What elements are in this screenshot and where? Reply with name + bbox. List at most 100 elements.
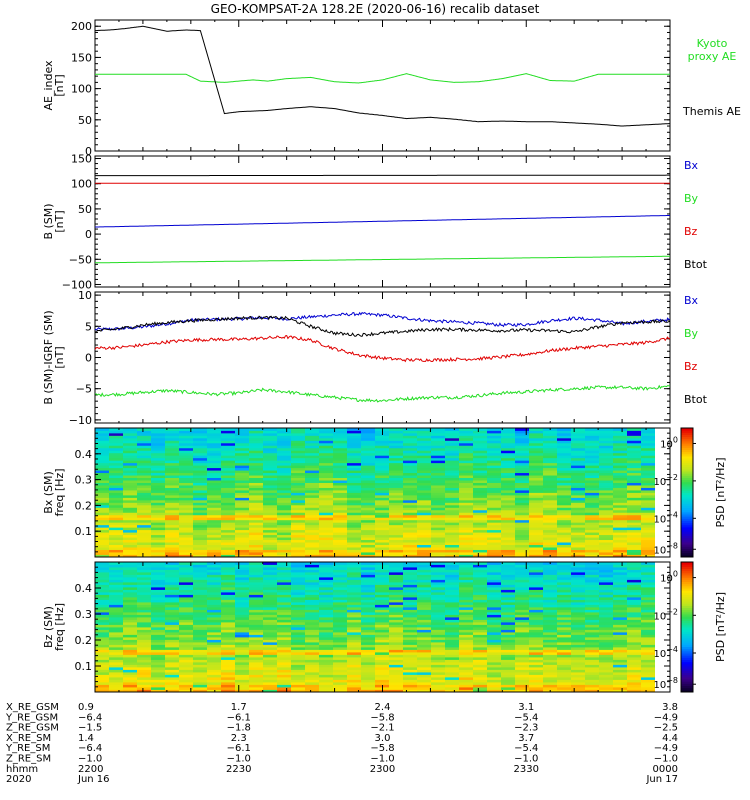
spectrogram-cell xyxy=(515,607,530,610)
spectrogram-cell xyxy=(571,465,586,469)
spectrogram-cell xyxy=(137,490,152,493)
spectrogram-cell xyxy=(221,470,236,474)
spectrogram-cell xyxy=(109,522,124,526)
spectrogram-cell xyxy=(123,689,138,693)
spectrogram-cell xyxy=(459,632,474,635)
spectrogram-cell xyxy=(137,612,152,615)
spectrogram-cell xyxy=(109,467,124,471)
spectrogram-cell xyxy=(515,669,530,673)
spectrogram-cell xyxy=(319,612,334,615)
spectrogram-cell xyxy=(95,624,110,628)
spectrogram-cell xyxy=(207,592,222,595)
spectrogram-cell xyxy=(487,534,502,538)
spectrogram-cell xyxy=(193,487,208,491)
spectrogram-cell xyxy=(221,584,236,588)
spectrogram-cell xyxy=(599,437,614,441)
spectrogram-cell xyxy=(557,584,572,588)
ephemeris-value: −5.8 xyxy=(370,743,394,754)
spectrogram-cell xyxy=(207,619,222,623)
spectrogram-cell xyxy=(137,524,152,528)
spectrogram-cell xyxy=(249,445,264,449)
spectrogram-cell xyxy=(347,457,362,461)
spectrogram-cell xyxy=(277,494,292,498)
y-tick-label: −50 xyxy=(69,253,92,266)
spectrogram-cell xyxy=(123,644,138,648)
ephemeris-value: −1.0 xyxy=(514,754,538,765)
spectrogram-cell xyxy=(193,659,208,663)
spectrogram-cell xyxy=(221,612,236,615)
spectrogram-cell xyxy=(347,447,362,451)
spectrogram-cell xyxy=(193,669,208,673)
spectrogram-cell xyxy=(403,612,418,615)
spectrogram-cell xyxy=(151,514,166,518)
spectrogram-cell xyxy=(431,504,446,508)
spectrogram-cell xyxy=(613,682,628,685)
spectrogram-cell xyxy=(305,532,320,536)
spectrogram-cell xyxy=(641,512,656,516)
spectrogram-cell xyxy=(333,447,348,451)
spectrogram-cell xyxy=(207,657,222,660)
spectrogram-cell xyxy=(375,435,390,439)
spectrogram-cell xyxy=(165,619,180,623)
spectrogram-cell xyxy=(123,534,138,538)
spectrogram-cell xyxy=(445,509,460,513)
spectrogram-cell xyxy=(501,599,516,603)
spectrogram-cell xyxy=(473,512,488,516)
spectrogram-cell xyxy=(375,602,390,605)
spectrogram-cell xyxy=(333,465,348,469)
spectrogram-cell xyxy=(193,639,208,643)
spectrogram-cell xyxy=(235,554,250,558)
spectrogram-cell xyxy=(459,577,474,580)
spectrogram-cell xyxy=(473,482,488,486)
spectrogram-cell xyxy=(319,642,334,645)
spectrogram-cell xyxy=(319,587,334,590)
spectrogram-cell xyxy=(613,572,628,575)
colorbar-segment xyxy=(681,479,693,483)
spectrogram-cell xyxy=(403,654,418,658)
spectrogram-cell xyxy=(375,497,390,501)
spectrogram-cell xyxy=(347,509,362,513)
spectrogram-cell xyxy=(305,490,320,493)
spectrogram-cell xyxy=(291,547,306,550)
spectrogram-cell xyxy=(487,452,502,456)
spectrogram-cell xyxy=(641,499,656,503)
spectrogram-cell xyxy=(473,654,488,658)
spectrogram-cell xyxy=(557,579,572,583)
spectrogram-cell xyxy=(557,447,572,451)
spectrogram-cell xyxy=(557,544,572,548)
spectrogram-cell xyxy=(263,607,278,610)
spectrogram-cell xyxy=(501,637,516,640)
spectrogram-cell xyxy=(375,482,390,486)
spectrogram-cell xyxy=(627,679,642,683)
spectrogram-cell xyxy=(235,442,250,446)
spectrogram-cell xyxy=(417,532,432,536)
spectrogram-cell xyxy=(585,442,600,446)
spectrogram-cell xyxy=(361,542,376,545)
spectrogram-cell xyxy=(305,664,320,668)
spectrogram-cell xyxy=(361,582,376,585)
spectrogram-cell xyxy=(557,622,572,625)
colorbar-segment xyxy=(681,481,693,485)
spectrogram-cell xyxy=(627,522,642,526)
spectrogram-cell xyxy=(109,664,124,668)
spectrogram-cell xyxy=(487,552,502,555)
spectrogram-cell xyxy=(473,552,488,555)
spectrogram-cell xyxy=(375,519,390,523)
spectrogram-cell xyxy=(165,599,180,603)
ephemeris-value: 3.1 xyxy=(518,702,534,713)
spectrogram-cell xyxy=(193,632,208,635)
spectrogram-cell xyxy=(193,492,208,496)
spectrogram-cell xyxy=(473,435,488,439)
spectrogram-cell xyxy=(585,677,600,680)
spectrogram-cell xyxy=(333,594,348,598)
spectrogram-cell xyxy=(641,619,656,623)
spectrogram-cell xyxy=(207,497,222,501)
spectrogram-cell xyxy=(249,442,264,446)
colorbar-segment xyxy=(681,505,693,509)
spectrogram-cell xyxy=(571,614,586,618)
spectrogram-cell xyxy=(459,682,474,685)
spectrogram-cell xyxy=(95,492,110,496)
spectrogram-cell xyxy=(585,554,600,558)
spectrogram-cell xyxy=(571,435,586,439)
y-axis-unit: freq [Hz] xyxy=(53,603,66,651)
